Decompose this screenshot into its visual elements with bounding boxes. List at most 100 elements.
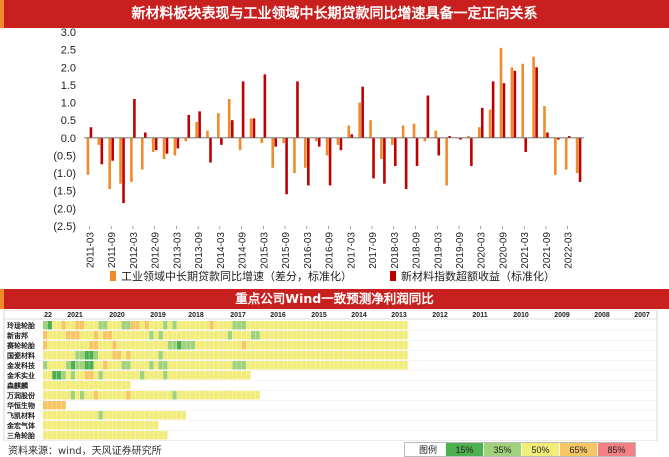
heat-cell	[121, 361, 126, 370]
heat-cell	[343, 331, 348, 340]
heat-cell	[380, 351, 385, 360]
heat-cell	[98, 411, 103, 420]
heat-cell	[121, 341, 126, 350]
heat-cell	[75, 331, 80, 340]
heat-cell	[107, 431, 112, 440]
x-tick-label: 2022-03	[564, 232, 575, 269]
heat-cell	[153, 431, 159, 440]
x-tick-label: 2021-09	[542, 232, 553, 269]
heat-cell	[283, 361, 288, 370]
heat-cell	[278, 321, 283, 330]
heat-cell	[89, 391, 94, 400]
heat-cell	[334, 321, 339, 330]
heat-cell	[112, 381, 117, 390]
heat-cell	[380, 361, 385, 370]
heat-cell	[84, 341, 89, 350]
heat-cell	[269, 321, 274, 330]
heat-cell	[93, 341, 99, 350]
heat-cell	[144, 371, 149, 380]
heat-cell	[70, 381, 76, 390]
legend-cell: 35%	[483, 443, 522, 456]
heat-cell	[140, 321, 145, 330]
heat-cell	[227, 341, 233, 350]
legend-cell: 65%	[559, 443, 598, 456]
heat-cell	[361, 351, 367, 360]
heat-cell	[366, 321, 371, 330]
heat-cell	[167, 411, 173, 420]
heat-cell	[209, 351, 214, 360]
heat-cell	[384, 321, 390, 330]
x-tick-label: 2016-09	[325, 232, 336, 269]
col-header: 2014	[351, 312, 367, 319]
heat-cell	[93, 391, 99, 400]
heat-cell	[301, 351, 307, 360]
heat-cell	[209, 371, 214, 380]
heat-cell	[93, 321, 99, 330]
heat-cell	[107, 381, 112, 390]
heat-cell	[84, 361, 89, 370]
heat-cell	[200, 351, 205, 360]
heat-cell	[255, 361, 260, 370]
heat-cell	[158, 351, 163, 360]
heat-cell	[75, 391, 80, 400]
heat-cell	[89, 331, 94, 340]
heat-cell	[126, 381, 131, 390]
heat-cell	[98, 391, 103, 400]
heat-cell	[126, 391, 131, 400]
heat-cell	[398, 331, 404, 340]
heat-cell	[135, 421, 140, 430]
heat-cell	[375, 321, 380, 330]
heat-cell	[394, 341, 399, 350]
col-header: 2013	[391, 312, 407, 319]
heat-cell	[176, 341, 182, 350]
x-tick-label: 2011-09	[107, 232, 118, 268]
heat-cell	[246, 351, 251, 360]
col-header: 2011	[472, 312, 487, 319]
heat-cell	[89, 371, 94, 380]
heat-cell	[255, 341, 260, 350]
heat-cell	[176, 371, 182, 380]
loan-bar	[184, 137, 188, 142]
heat-cell	[121, 391, 126, 400]
row-label: 赛轮轮胎	[6, 341, 35, 350]
heat-cell	[190, 351, 196, 360]
heat-cell	[70, 421, 76, 430]
excess-bar	[285, 137, 288, 195]
heat-cell	[93, 431, 99, 440]
heat-cell	[103, 361, 108, 370]
heat-cell	[237, 391, 242, 400]
loan-bar	[97, 137, 101, 145]
legend-swatch-loan	[110, 271, 116, 281]
heat-cell	[70, 411, 76, 420]
heat-cell	[269, 331, 274, 340]
heat-cell	[98, 431, 103, 440]
excess-bar	[187, 114, 191, 138]
heat-cell	[52, 411, 57, 420]
heat-cell	[163, 361, 168, 370]
heat-cell	[357, 361, 362, 370]
loan-bar	[108, 137, 111, 189]
heat-cell	[149, 371, 154, 380]
x-tick-label: 2012-09	[151, 232, 162, 269]
heat-cell	[103, 431, 108, 440]
heat-cell	[306, 341, 311, 350]
heat-cell	[223, 371, 228, 380]
heat-cell	[112, 411, 117, 420]
heat-cell	[264, 341, 270, 350]
heat-cell	[357, 321, 362, 330]
excess-bar	[470, 137, 473, 167]
heat-cell	[204, 371, 210, 380]
heat-cell	[380, 341, 385, 350]
col-header: 2018	[188, 312, 204, 319]
heat-cell	[227, 331, 233, 340]
heat-cell	[66, 361, 71, 370]
heat-cell	[250, 361, 256, 370]
excess-bar	[209, 137, 212, 163]
heat-cell	[149, 411, 154, 420]
heat-cell	[186, 371, 191, 380]
heat-cell	[163, 391, 168, 400]
heat-cell	[47, 411, 52, 420]
excess-bar	[263, 74, 267, 138]
loan-bar	[282, 137, 285, 144]
heat-cell	[389, 351, 394, 360]
